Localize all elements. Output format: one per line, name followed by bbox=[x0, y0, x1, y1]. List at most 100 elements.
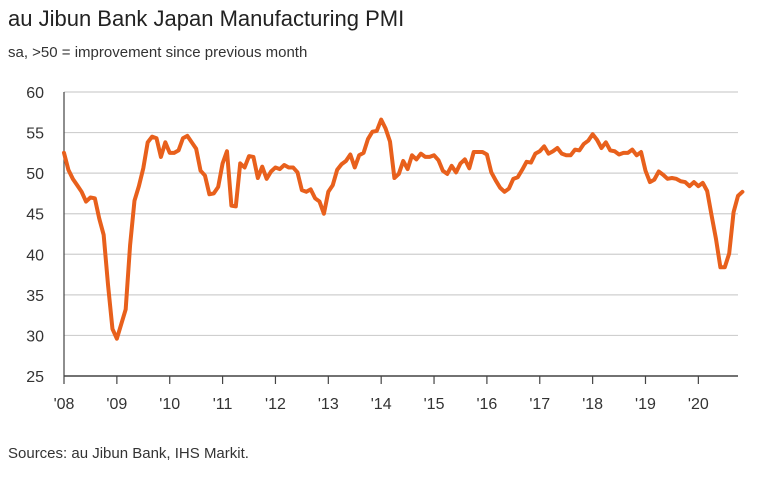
data-point bbox=[618, 153, 621, 156]
data-point bbox=[168, 151, 171, 154]
data-point bbox=[353, 166, 356, 169]
x-tick-label: '08 bbox=[54, 396, 75, 413]
data-point bbox=[710, 214, 713, 217]
data-point bbox=[129, 244, 132, 247]
data-point bbox=[732, 211, 735, 214]
y-tick-label: 60 bbox=[26, 85, 44, 102]
data-point bbox=[115, 337, 118, 340]
data-point bbox=[327, 190, 330, 193]
data-point bbox=[124, 308, 127, 311]
data-point bbox=[270, 170, 273, 173]
data-point bbox=[402, 159, 405, 162]
data-point bbox=[151, 135, 154, 138]
data-point bbox=[261, 165, 264, 168]
data-point bbox=[728, 252, 731, 255]
data-point bbox=[644, 169, 647, 172]
data-point bbox=[120, 323, 123, 326]
data-point bbox=[684, 181, 687, 184]
series-line-pmi bbox=[62, 117, 745, 341]
data-point bbox=[212, 192, 215, 195]
data-point bbox=[190, 141, 193, 144]
data-point bbox=[455, 171, 458, 174]
data-point bbox=[631, 148, 634, 151]
data-point bbox=[380, 118, 383, 121]
data-point bbox=[234, 205, 237, 208]
data-point bbox=[512, 177, 515, 180]
data-point bbox=[71, 177, 74, 180]
x-tick-label: '13 bbox=[318, 396, 339, 413]
data-point bbox=[252, 155, 255, 158]
series-layer bbox=[62, 117, 745, 341]
data-point bbox=[93, 197, 96, 200]
data-point bbox=[415, 158, 418, 161]
x-tick-label: '18 bbox=[582, 396, 603, 413]
data-point bbox=[287, 166, 290, 169]
data-point bbox=[411, 154, 414, 157]
data-point bbox=[600, 146, 603, 149]
y-tick-label: 45 bbox=[26, 207, 44, 224]
data-point bbox=[318, 200, 321, 203]
data-point bbox=[701, 181, 704, 184]
data-point bbox=[543, 145, 546, 148]
data-point bbox=[591, 133, 594, 136]
data-point bbox=[296, 171, 299, 174]
data-point bbox=[186, 134, 189, 137]
data-point bbox=[76, 184, 79, 187]
data-point bbox=[309, 188, 312, 191]
data-point bbox=[565, 154, 568, 157]
data-point bbox=[85, 200, 88, 203]
data-point bbox=[679, 180, 682, 183]
data-point bbox=[314, 197, 317, 200]
data-point bbox=[723, 266, 726, 269]
data-point bbox=[428, 155, 431, 158]
data-point bbox=[499, 186, 502, 189]
data-point bbox=[741, 190, 744, 193]
data-point bbox=[433, 154, 436, 157]
data-point bbox=[494, 179, 497, 182]
data-point bbox=[477, 151, 480, 154]
data-point bbox=[582, 142, 585, 145]
y-tick-label: 40 bbox=[26, 247, 44, 264]
data-point bbox=[472, 151, 475, 154]
data-point bbox=[560, 152, 563, 155]
data-point bbox=[706, 189, 709, 192]
data-point bbox=[538, 150, 541, 153]
data-point bbox=[485, 153, 488, 156]
data-point bbox=[609, 149, 612, 152]
data-point bbox=[516, 176, 519, 179]
data-point bbox=[675, 177, 678, 180]
x-tick-label: '16 bbox=[476, 396, 497, 413]
data-point bbox=[622, 151, 625, 154]
data-point bbox=[692, 181, 695, 184]
data-point bbox=[80, 190, 83, 193]
chart-subtitle: sa, >50 = improvement since previous mon… bbox=[8, 44, 308, 61]
x-tick-label: '14 bbox=[371, 396, 392, 413]
data-point bbox=[239, 162, 242, 165]
data-point bbox=[155, 137, 158, 140]
y-tick-label: 55 bbox=[26, 126, 44, 143]
data-point bbox=[503, 190, 506, 193]
data-point bbox=[397, 172, 400, 175]
data-point bbox=[292, 166, 295, 169]
data-point bbox=[697, 185, 700, 188]
data-point bbox=[274, 166, 277, 169]
data-point bbox=[230, 204, 233, 207]
chart-title: au Jibun Bank Japan Manufacturing PMI bbox=[8, 6, 405, 31]
data-point bbox=[137, 185, 140, 188]
data-point bbox=[208, 193, 211, 196]
data-point bbox=[419, 152, 422, 155]
data-point bbox=[635, 154, 638, 157]
data-point bbox=[217, 185, 220, 188]
data-point bbox=[525, 160, 528, 163]
data-point bbox=[300, 189, 303, 192]
data-point bbox=[203, 174, 206, 177]
data-point bbox=[574, 148, 577, 151]
data-point bbox=[366, 138, 369, 141]
data-point bbox=[133, 199, 136, 202]
data-point bbox=[688, 185, 691, 188]
data-point bbox=[468, 167, 471, 170]
data-point bbox=[587, 139, 590, 142]
x-tick-label: '15 bbox=[424, 396, 445, 413]
data-point bbox=[666, 177, 669, 180]
